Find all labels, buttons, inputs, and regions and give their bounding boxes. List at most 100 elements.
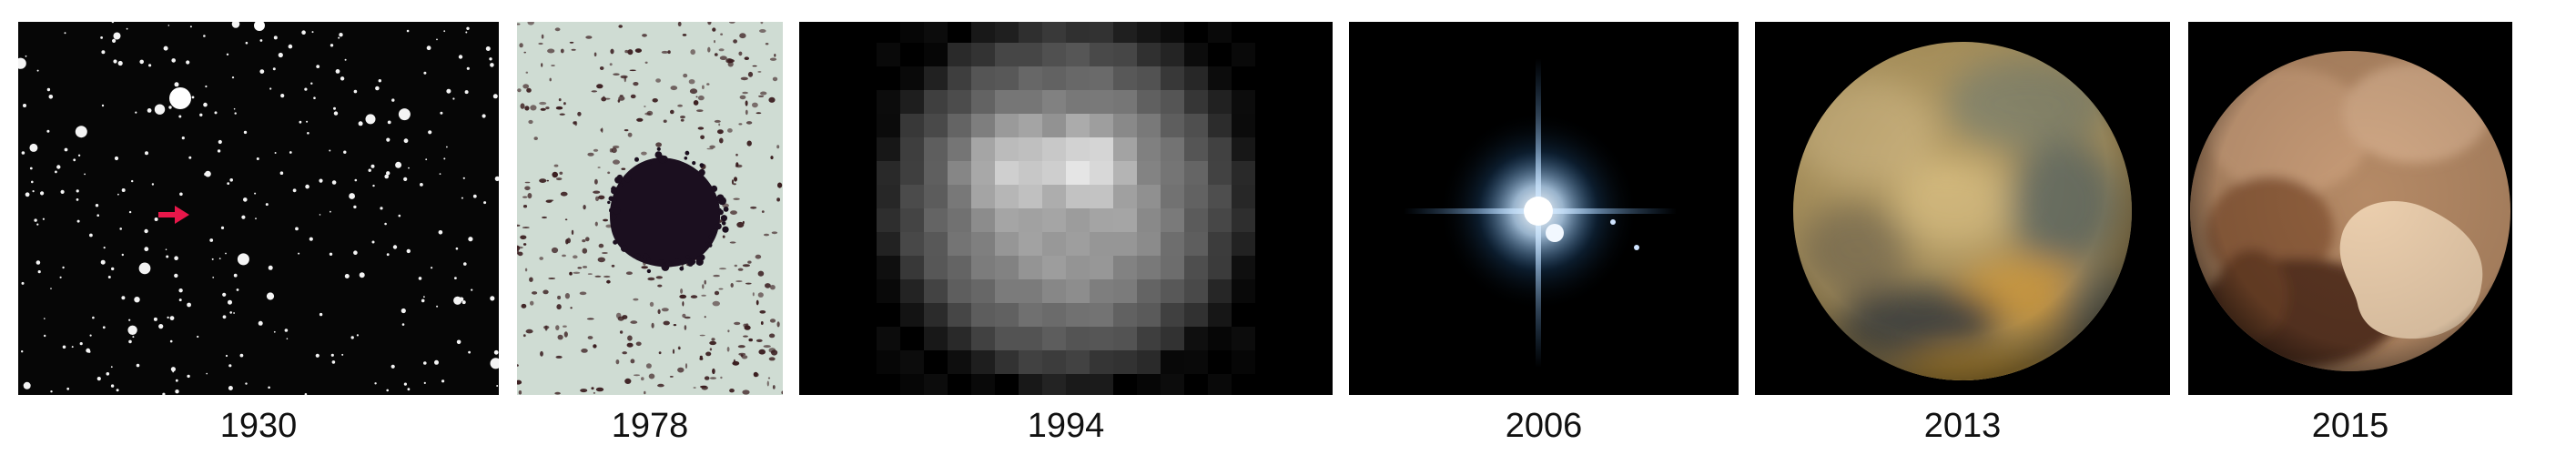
star-dot [228,386,233,390]
star-dot [117,193,119,196]
pixel-block [1113,43,1137,66]
pixel-block [1184,137,1208,161]
star-dot [452,97,455,100]
star-dot [35,260,41,265]
pixel-block [1066,137,1090,161]
star-dot [245,382,248,385]
pixel-block [1090,256,1113,279]
speck [768,357,776,361]
star-dot [319,178,323,183]
star-dot [154,217,158,221]
star-dot [306,120,309,123]
pixel-block [1137,90,1161,114]
speck [560,191,568,197]
pixel-block [877,232,900,256]
speck [717,129,724,135]
speck [657,284,663,288]
pixel-block [971,232,995,256]
speck [573,121,577,125]
pixel-block [900,114,924,137]
pixel-block [1019,90,1042,114]
pixel-block [1232,137,1255,161]
star-dot [116,389,119,392]
star-dot [365,114,376,125]
speck [517,23,521,25]
star-dot [106,372,110,376]
pixel-block [1184,161,1208,185]
speck [629,69,636,72]
speck [679,294,687,299]
speck [727,128,733,133]
star-dot [315,353,319,358]
pixel-block [1042,256,1066,279]
star-dot [153,317,157,321]
pixel-block [1208,66,1232,90]
speck [769,318,776,323]
speck [541,34,544,39]
star-dot [139,59,144,65]
pixel-block [1232,208,1255,232]
pixel-block [1019,114,1042,137]
speck [699,163,705,168]
speck [752,65,757,67]
speck [718,123,721,126]
speck [522,84,530,89]
speck [618,96,625,101]
speck [573,255,578,259]
star-dot [229,311,232,314]
pixel-block [924,303,948,327]
speck [540,107,546,111]
speck [759,310,766,314]
star-dot [245,259,248,263]
speck [720,33,723,35]
speck [744,56,749,60]
speck [517,379,522,385]
speck [714,119,721,123]
speck [777,182,783,188]
star-dot [436,38,438,41]
star-dot [286,338,289,340]
pixel-block [1019,350,1042,374]
speck [697,95,705,101]
star-dot [113,59,117,64]
pixel-block [900,279,924,303]
speck [693,100,699,106]
speck [661,308,669,312]
speck [610,207,614,213]
pixel-block [1113,327,1137,350]
speck [757,71,762,73]
star-dot [107,276,111,278]
speck [768,333,776,339]
pixel-block [1137,374,1161,395]
star-dot [268,265,273,270]
speck [607,200,611,205]
star-dot [340,76,345,81]
pixel-block [1042,66,1066,90]
pixel-block [948,43,971,66]
speck [598,243,604,248]
speck [707,243,713,248]
speck [611,187,617,195]
star-dot [147,108,152,113]
speck [714,53,718,56]
speck [699,357,704,360]
pixel-block [900,303,924,327]
speck [587,152,594,157]
star-dot [391,98,395,102]
speck [752,292,755,297]
speck [767,377,771,379]
speck [622,351,627,355]
star-dot [241,215,246,219]
pixelated-pluto-image [877,22,1255,395]
pixel-block [1161,374,1184,395]
speck [594,178,598,185]
pixel-block [924,208,948,232]
blurry-pluto-image [1793,42,2132,380]
star-dot [71,346,74,349]
pixel-block [948,114,971,137]
speck [606,279,611,284]
star-dot [225,252,227,255]
star-dot [171,58,176,63]
star-dot [319,312,323,317]
speck [598,195,605,200]
